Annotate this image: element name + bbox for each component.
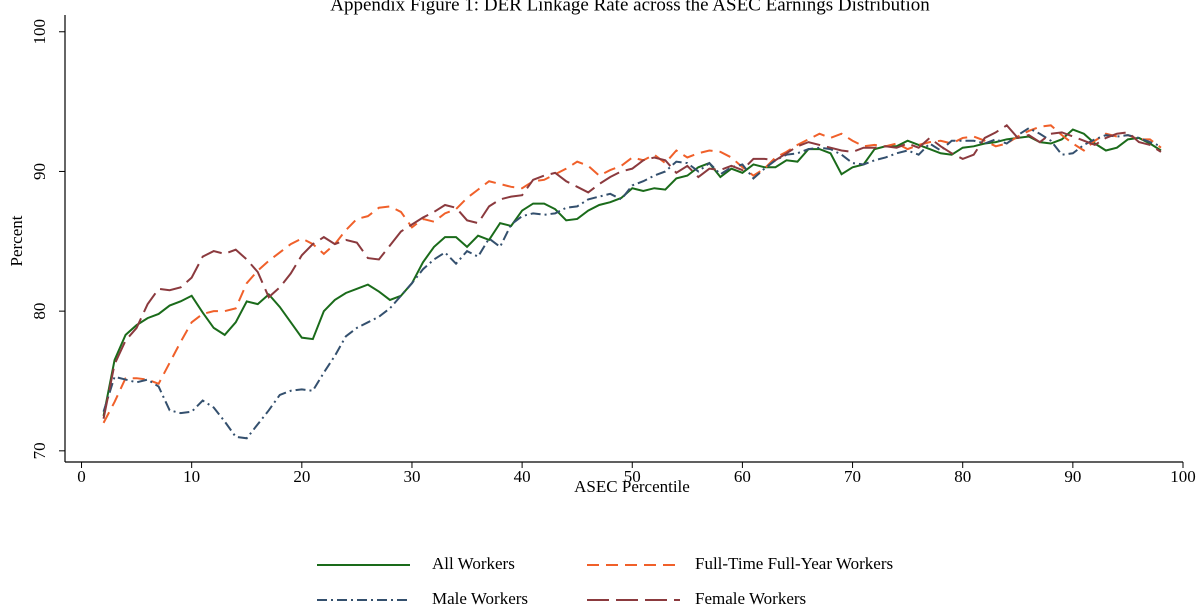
legend-label: Male Workers bbox=[432, 589, 528, 606]
y-tick-label: 80 bbox=[30, 303, 49, 320]
y-tick-label: 70 bbox=[30, 442, 49, 459]
x-tick-label: 10 bbox=[183, 467, 200, 486]
y-tick-label: 90 bbox=[30, 163, 49, 180]
x-tick-label: 100 bbox=[1170, 467, 1196, 486]
legend-label: Female Workers bbox=[695, 589, 806, 606]
series-line bbox=[102, 126, 1162, 440]
y-axis-title: Percent bbox=[7, 215, 26, 266]
x-tick-label: 90 bbox=[1064, 467, 1081, 486]
x-tick-label: 80 bbox=[954, 467, 971, 486]
series-line bbox=[102, 128, 1162, 417]
x-axis-title: ASEC Percentile bbox=[574, 477, 690, 496]
x-tick-label: 60 bbox=[734, 467, 751, 486]
legend-label: All Workers bbox=[432, 554, 515, 573]
x-tick-label: 50 bbox=[624, 467, 641, 486]
y-tick-label: 100 bbox=[30, 19, 49, 45]
x-tick-label: 30 bbox=[403, 467, 420, 486]
chart-title: Appendix Figure 1: DER Linkage Rate acro… bbox=[330, 0, 930, 15]
x-tick-label: 70 bbox=[844, 467, 861, 486]
series-line bbox=[102, 124, 1162, 424]
series-line bbox=[102, 124, 1162, 419]
legend-label: Full-Time Full-Year Workers bbox=[695, 554, 893, 573]
x-tick-label: 40 bbox=[514, 467, 531, 486]
x-tick-label: 20 bbox=[293, 467, 310, 486]
x-tick-label: 0 bbox=[77, 467, 86, 486]
